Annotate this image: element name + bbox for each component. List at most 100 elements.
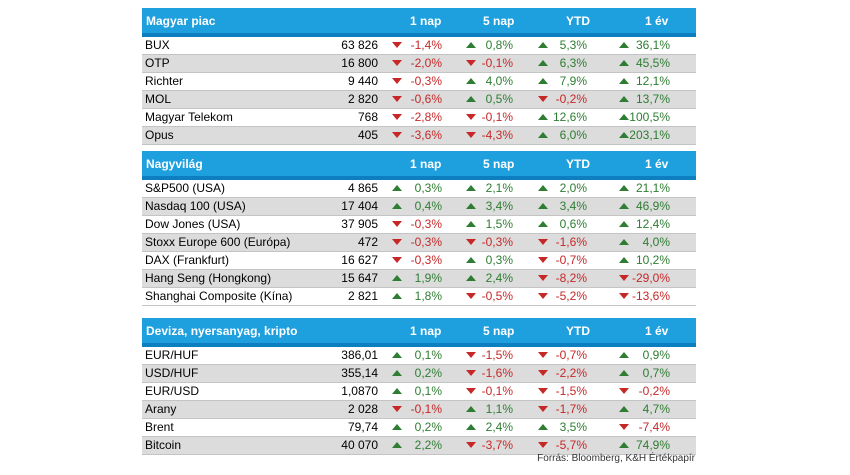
column-header: 5 nap [483,14,515,28]
up-arrow-icon [392,185,402,191]
down-arrow-icon [466,352,476,358]
section-header: Nagyvilág 1 nap 5 nap YTD 1 év [142,151,696,180]
instrument-value: 405 [357,128,378,142]
change-value: 0,1% [414,384,442,398]
down-arrow-icon [538,96,548,102]
up-arrow-icon [538,78,548,84]
instrument-name: Opus [145,128,174,142]
change-value: -13,6% [631,289,670,303]
column-header: 5 nap [483,324,515,338]
change-value: 21,1% [635,181,670,195]
instrument-name: Dow Jones (USA) [145,217,241,231]
down-arrow-icon [392,132,402,138]
change-value: 2,2% [414,438,442,452]
table-row: Opus 405 -3,6% -4,3% 6,0% 203,1% [142,127,696,145]
column-header: 1 nap [410,157,442,171]
instrument-value: 63 826 [341,38,378,52]
down-arrow-icon [538,257,548,263]
change-value: -0,3% [481,235,513,249]
change-value: 0,8% [485,38,513,52]
down-arrow-icon [392,114,402,120]
instrument-name: EUR/HUF [145,348,199,362]
instrument-name: Arany [145,402,177,416]
down-arrow-icon [466,388,476,394]
up-arrow-icon [466,78,476,84]
change-value: -0,3% [410,235,442,249]
change-value: 45,5% [635,56,670,70]
down-arrow-icon [619,424,629,430]
instrument-value: 40 070 [341,438,378,452]
up-arrow-icon [538,42,548,48]
section-title: Magyar piac [146,14,216,28]
instrument-value: 15 647 [341,271,378,285]
column-header: 1 nap [410,324,442,338]
instrument-value: 37 905 [341,217,378,231]
change-value: -5,2% [555,289,587,303]
down-arrow-icon [392,42,402,48]
change-value: 1,9% [414,271,442,285]
change-value: 12,4% [635,217,670,231]
up-arrow-icon [619,132,629,138]
table-row: EUR/USD 1,0870 0,1% -0,1% -1,5% -0,2% [142,383,696,401]
change-value: -1,7% [555,402,587,416]
down-arrow-icon [619,275,629,281]
instrument-name: OTP [145,56,170,70]
change-value: -0,5% [481,289,513,303]
change-value: -29,0% [631,271,670,285]
change-value: 0,2% [414,420,442,434]
instrument-name: BUX [145,38,170,52]
change-value: 100,5% [629,110,670,124]
change-value: 12,6% [552,110,587,124]
change-value: 0,3% [414,181,442,195]
table-row: Dow Jones (USA) 37 905 -0,3% 1,5% 0,6% 12,4% [142,216,696,234]
section-header: Deviza, nyersanyag, kripto 1 nap 5 nap YTD 1… [142,318,696,347]
table-row: Brent 79,74 0,2% 2,4% 3,5% -7,4% [142,419,696,437]
up-arrow-icon [538,114,548,120]
instrument-name: Hang Seng (Hongkong) [145,271,272,285]
instrument-value: 386,01 [341,348,378,362]
change-value: -3,7% [481,438,513,452]
up-arrow-icon [619,442,629,448]
change-value: 0,1% [414,348,442,362]
up-arrow-icon [392,203,402,209]
table-row: Richter 9 440 -0,3% 4,0% 7,9% 12,1% [142,73,696,91]
down-arrow-icon [466,370,476,376]
up-arrow-icon [466,275,476,281]
change-value: -0,1% [481,110,513,124]
down-arrow-icon [392,406,402,412]
change-value: 0,6% [559,217,587,231]
change-value: -0,1% [481,56,513,70]
table-row: Bitcoin 40 070 2,2% -3,7% -5,7% 74,9% [142,437,696,455]
change-value: -0,1% [481,384,513,398]
change-value: -0,3% [410,74,442,88]
up-arrow-icon [392,388,402,394]
change-value: -5,7% [555,438,587,452]
instrument-value: 1,0870 [341,384,378,398]
down-arrow-icon [619,293,629,299]
change-value: 3,4% [485,199,513,213]
table-row: Stoxx Europe 600 (Európa) 472 -0,3% -0,3% -1… [142,234,696,252]
instrument-name: Shanghai Composite (Kína) [145,289,293,303]
instrument-value: 2 821 [347,289,378,303]
up-arrow-icon [538,424,548,430]
change-value: 74,9% [635,438,670,452]
change-value: -1,6% [481,366,513,380]
column-header: YTD [566,14,590,28]
up-arrow-icon [619,239,629,245]
up-arrow-icon [619,78,629,84]
change-value: 0,2% [414,366,442,380]
instrument-name: Richter [145,74,184,88]
up-arrow-icon [392,275,402,281]
change-value: 46,9% [635,199,670,213]
change-value: -0,1% [410,402,442,416]
change-value: 0,5% [485,92,513,106]
change-value: 0,9% [642,348,670,362]
up-arrow-icon [392,293,402,299]
column-header: 1 év [645,324,669,338]
instrument-value: 2 028 [347,402,378,416]
change-value: -8,2% [555,271,587,285]
up-arrow-icon [392,352,402,358]
instrument-name: USD/HUF [145,366,199,380]
instrument-value: 16 800 [341,56,378,70]
column-header: YTD [566,324,590,338]
